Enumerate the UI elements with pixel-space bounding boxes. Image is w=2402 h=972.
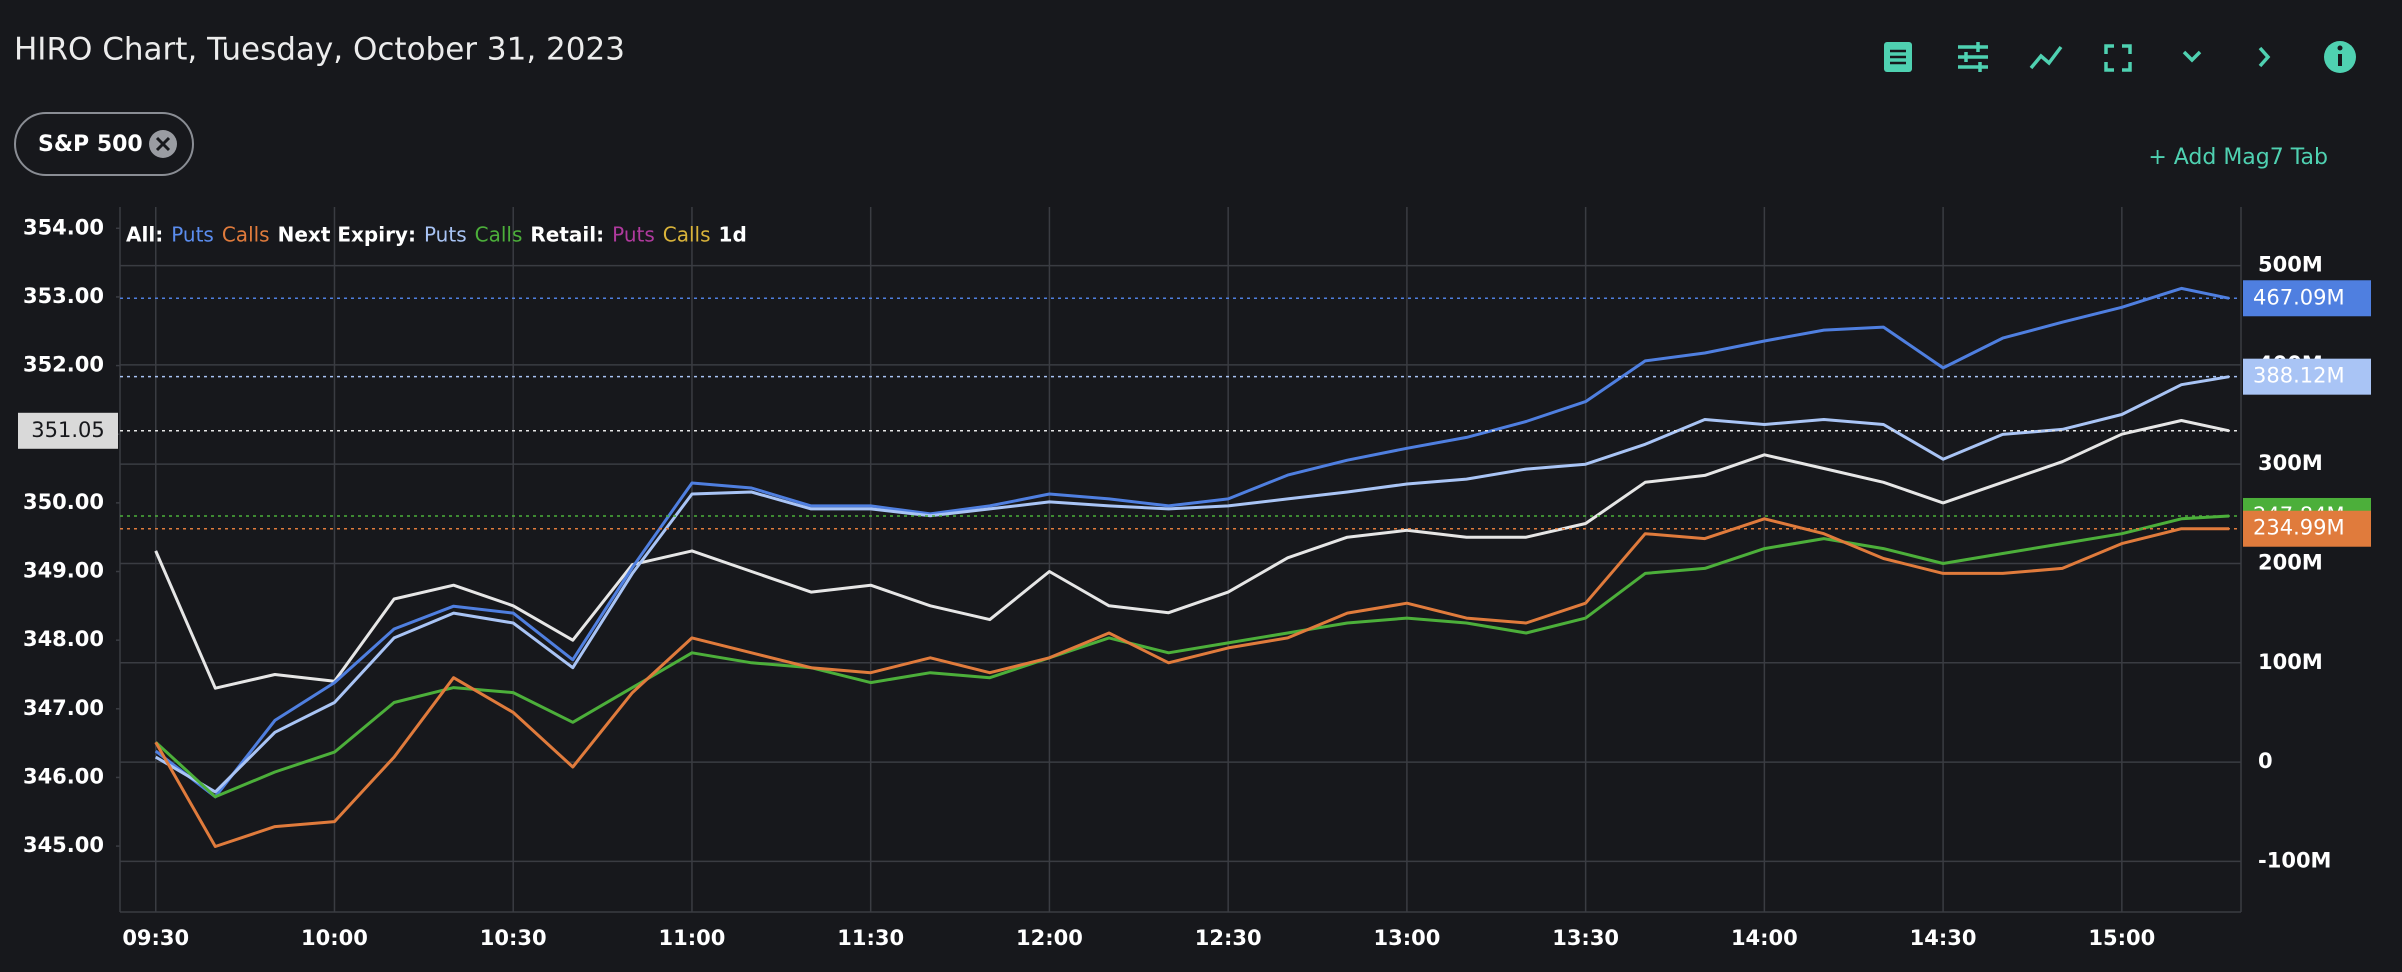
y-tick-label: 347.00 bbox=[23, 696, 104, 720]
legend-text: Puts bbox=[171, 223, 214, 247]
toolbar bbox=[1884, 41, 2356, 73]
x-tick-label: 15:00 bbox=[2088, 926, 2155, 950]
y2-tick-label: 200M bbox=[2258, 550, 2323, 574]
end-label: 234.99M bbox=[2253, 516, 2345, 540]
price-line bbox=[154, 419, 2230, 690]
y-tick-label: 348.00 bbox=[23, 627, 104, 651]
plot: 09:30 10:00 10:30 11:00 11:30 12:00 12:30 13:00… bbox=[18, 207, 2371, 950]
next-icon[interactable] bbox=[2258, 46, 2271, 68]
legend-text: Calls bbox=[222, 223, 270, 247]
chart-title: HIRO Chart, Tuesday, October 31, 2023 bbox=[14, 32, 625, 68]
y-tick-label: 349.00 bbox=[23, 559, 104, 583]
x-tick-label: 10:00 bbox=[301, 926, 368, 950]
legend-text: All: bbox=[126, 223, 163, 247]
y-tick-label: 352.00 bbox=[23, 353, 104, 377]
end-label-box bbox=[2243, 280, 2371, 317]
legend-text: Calls bbox=[475, 223, 523, 247]
chip-border bbox=[14, 112, 194, 176]
y2-tick-label: 500M bbox=[2258, 253, 2323, 277]
end-label: 467.09M bbox=[2253, 285, 2345, 309]
y2-tick-label: -100M bbox=[2258, 848, 2331, 872]
y-tick-label: 353.00 bbox=[23, 284, 104, 308]
x-tick-label: 11:30 bbox=[837, 926, 904, 950]
end-label: 388.12M bbox=[2253, 364, 2345, 388]
add-tab-button[interactable]: + Add Mag7 Tab bbox=[2148, 145, 2328, 170]
dropdown-icon[interactable] bbox=[2182, 50, 2202, 63]
x-tick-label: 09:30 bbox=[122, 926, 189, 950]
x-tick-label: 11:00 bbox=[659, 926, 726, 950]
series-line bbox=[154, 517, 2230, 848]
y-tick-label: 345.00 bbox=[23, 833, 104, 857]
y2-tick-label: 100M bbox=[2258, 650, 2323, 674]
series-line bbox=[154, 514, 2230, 799]
fullscreen-icon[interactable] bbox=[2104, 44, 2132, 72]
symbol-chip[interactable]: S&P 500 bbox=[14, 112, 194, 176]
legend-text: Retail: bbox=[530, 223, 604, 247]
y-tick-label: 346.00 bbox=[23, 764, 104, 788]
price-box bbox=[18, 412, 118, 449]
x-tick-label: 13:30 bbox=[1552, 926, 1619, 950]
info-icon[interactable] bbox=[2324, 41, 2356, 73]
chip-label: S&P 500 bbox=[38, 132, 143, 157]
y-tick-label: 350.00 bbox=[23, 490, 104, 514]
legend-text: Next Expiry: bbox=[278, 223, 416, 247]
table-icon[interactable] bbox=[1884, 42, 1912, 72]
x-tick-label: 14:00 bbox=[1731, 926, 1798, 950]
line-icon[interactable] bbox=[2029, 45, 2063, 70]
legend-text: Calls bbox=[663, 223, 711, 247]
x-tick-label: 14:30 bbox=[1910, 926, 1977, 950]
y2-tick-label: 300M bbox=[2258, 451, 2323, 475]
end-label-box bbox=[2243, 358, 2371, 395]
price-label: 351.05 bbox=[31, 418, 104, 442]
legend-text: Puts bbox=[424, 223, 467, 247]
x-tick-label: 10:30 bbox=[480, 926, 547, 950]
settings-icon[interactable] bbox=[1958, 42, 1988, 72]
x-tick-label: 13:00 bbox=[1373, 926, 1440, 950]
legend-text: 1d bbox=[719, 223, 747, 247]
y2-tick-label: 0 bbox=[2258, 749, 2273, 773]
series-line bbox=[154, 286, 2230, 799]
end-label-box bbox=[2243, 510, 2371, 547]
x-tick-label: 12:00 bbox=[1016, 926, 1083, 950]
legend-text: Puts bbox=[612, 223, 655, 247]
y-tick-label: 354.00 bbox=[23, 215, 104, 239]
x-tick-label: 12:30 bbox=[1195, 926, 1262, 950]
